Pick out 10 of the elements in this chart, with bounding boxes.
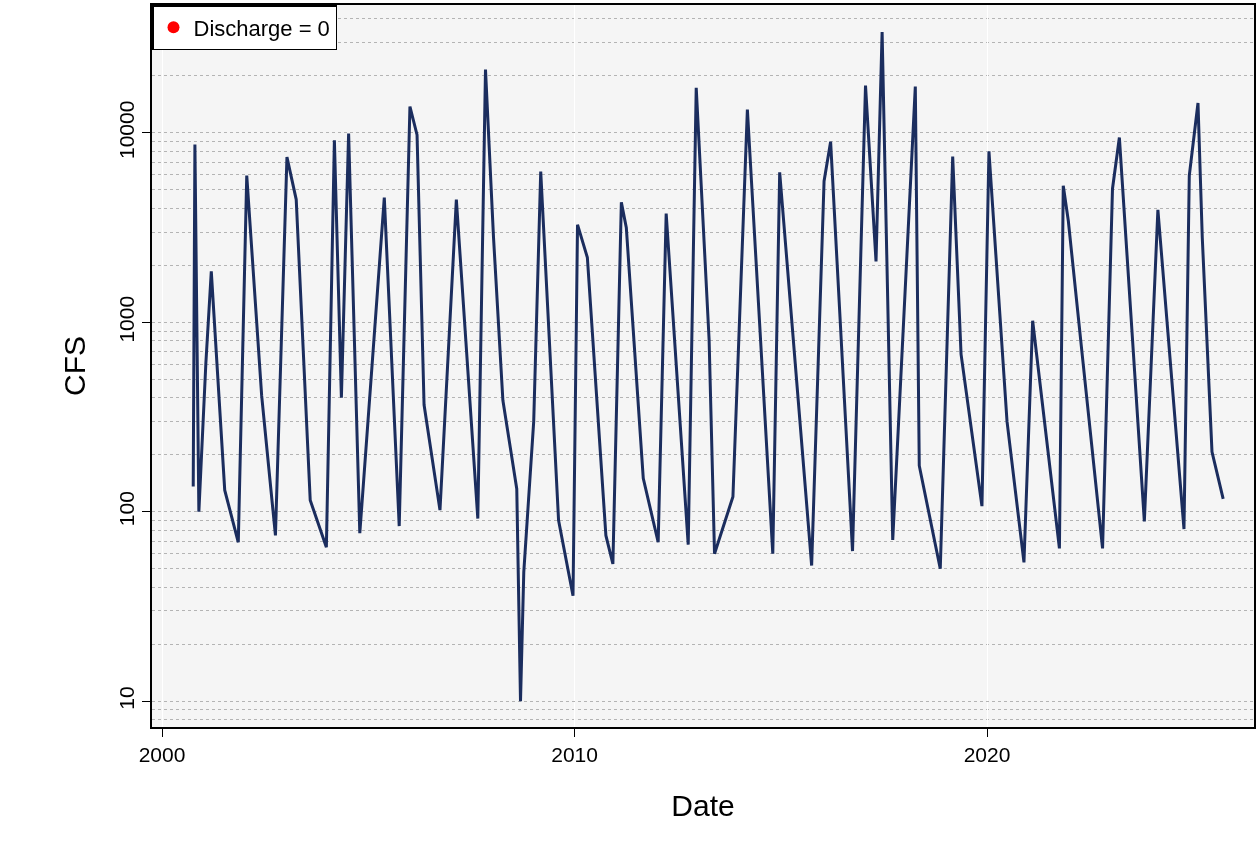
x-tick-label: 2020 — [963, 742, 1011, 766]
y-tick-label: 1000 — [114, 295, 138, 343]
y-tick-label: 100 — [114, 491, 138, 527]
x-axis-title: Date — [671, 788, 735, 822]
x-tick-label: 2000 — [138, 742, 186, 766]
legend-label: Discharge = 0 — [193, 15, 330, 41]
y-axis-title: CFS — [58, 336, 92, 396]
x-tick-label: 2010 — [551, 742, 598, 766]
y-tick-label: 10 — [114, 686, 138, 710]
y-tick-label: 10000 — [114, 100, 138, 160]
